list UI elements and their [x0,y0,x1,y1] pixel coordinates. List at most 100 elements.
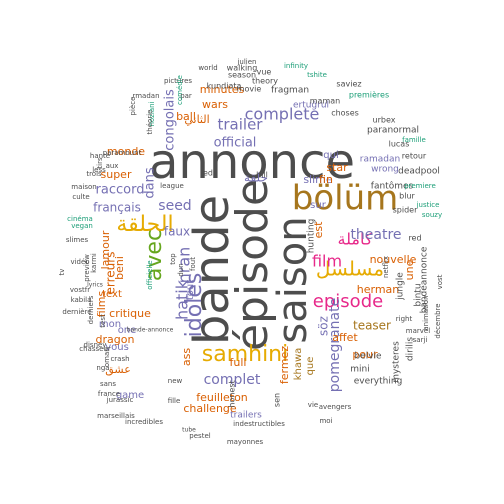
word-arabic: عشق [105,363,131,377]
word-affet: affet [332,331,358,344]
word-francais: français [93,201,141,215]
word-choses: choses [331,109,359,118]
word-lucas: lucas [389,140,410,149]
word-marseillais: marseillais [97,412,135,420]
word-fout: fout [189,257,197,271]
word-premieres: premières [349,90,389,100]
word-vegan: vegan [71,222,93,230]
word-complet: complet [204,372,261,388]
word-super: super [101,168,132,181]
word-films: films [95,291,108,318]
word-pomegranate: pomegranate [327,298,343,392]
word-challenge: challenge [183,402,237,415]
word-everything: everything [354,377,403,387]
word-comedie: comédie [176,75,184,105]
word-theory: theory [252,77,278,86]
word-tube: tube [182,427,196,434]
word-fin: fin [319,173,333,186]
word-sarji: sarji [413,336,428,344]
word-text: text [102,289,122,300]
word-new: new [168,377,183,385]
word-pictures: pictures [164,77,192,85]
word-feuilleton: feuilleton [196,391,248,404]
word-paramount: paramount [103,149,142,157]
word-soz: söz [317,316,331,336]
word-pour: pour [352,348,378,361]
word-sen: sen [273,393,282,407]
word-theorie: théorie [146,110,154,135]
word-episode: épisode [227,179,278,351]
word-film: film [312,252,342,271]
word-seed: seed [158,198,191,214]
word-arabic: حلقة [244,171,268,185]
word-season: season [228,71,256,80]
word-famille: famille [402,136,426,144]
word-bandeannonce: bandeannonce [420,246,430,313]
word-hill: hill [256,171,268,180]
word-urbex: urbex [373,116,396,125]
word-arabic: كاملة [338,230,373,249]
word-paranormal: paranormal [367,126,419,136]
word-ertugrul: ertuğrul [293,101,329,111]
word-star: star [326,161,348,174]
word-karmi: karmi [90,253,98,273]
word-retour: retour [402,152,427,161]
word-maman: maman [310,97,340,106]
word-arabic: الثاني [184,113,209,126]
word-herman: herman [357,283,400,296]
word-justice: justice [416,201,440,209]
word-avec: avec [142,229,167,281]
word-complete: complete [245,105,320,124]
word-ass: ass [180,348,193,366]
word-deadpool: deadpool [398,167,440,177]
word-khawa: khawa [293,348,304,381]
word-erreurs: erreurs [104,252,118,295]
word-less: less [92,166,106,174]
word-hatik: hatik [173,279,192,320]
word-one: one [118,325,137,336]
word-officielle: officielle [146,260,154,289]
word-walking: walking [227,64,258,73]
word-incredibles: incredibles [125,418,163,426]
word-bande: bande [184,195,240,345]
word-marvel: marvel [406,327,430,335]
word-trailers: trailers [230,411,262,421]
word-idoles: idoles [182,273,207,338]
word-test: test [99,314,107,328]
word-arabic: مسلسل [316,257,384,281]
word-samhini: samhini [202,342,289,367]
word-que: que [305,357,316,376]
word-congolais: congolais [163,89,178,151]
word-fille: fille [168,397,181,405]
word-monde: monde [107,145,145,158]
word-mini: mini [350,365,369,375]
word-aux: aux [106,162,119,170]
word-top: top [169,253,177,265]
word-belvie: belvie [354,352,382,362]
word-lyrics: lyrics [87,282,103,289]
word-annonce: annonce [149,134,355,190]
word-animation: animation [422,295,430,330]
word-spider: spider [393,206,418,215]
word-full: full [230,356,247,369]
word-france: france [98,390,120,398]
word-indestructibles: indestructibles [233,420,285,428]
word-kabila: kabila [71,296,92,304]
word-slime: slime [303,173,333,186]
word-arabic: الحلقة [116,212,173,237]
word-faux: faux [164,225,190,239]
word-tshite: tshite [307,71,327,79]
word-jedi: jedi [200,169,215,178]
word-dragon: dragon [96,333,135,346]
word-souzy: souzy [422,211,442,219]
word-crash: crash [110,355,129,363]
word-tout: tout [185,280,196,300]
word-league: league [160,182,184,190]
word-tirs: tirs [96,157,104,169]
word-bintu: bintu [414,283,424,306]
word-vue: vue [257,68,272,77]
word-bande-annonce: bande-annonce [127,327,174,334]
word-decembre: décembre [434,303,442,338]
word-sans: sans [100,380,116,388]
word-nga: nga [96,364,109,372]
